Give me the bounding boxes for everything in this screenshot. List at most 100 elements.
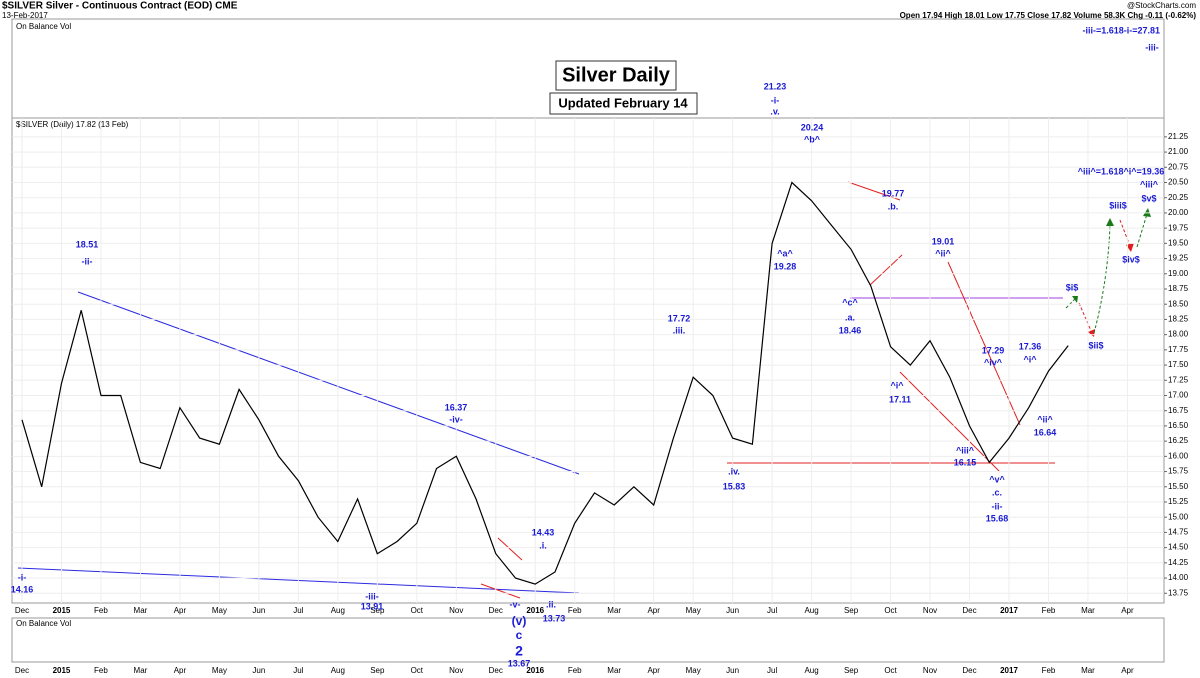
y-tick-label: 15.50 (1168, 482, 1189, 491)
x-tick-label: Dec (15, 606, 29, 615)
y-tick-label: 19.75 (1168, 223, 1189, 232)
chart-title: Silver Daily (562, 64, 671, 86)
trendlines (17, 181, 1151, 599)
x-tick-label: May (212, 606, 227, 615)
wave-label: 15.83 (723, 481, 746, 491)
source: @StockCharts.com (1127, 1, 1196, 10)
x-tick-label: May (212, 666, 227, 675)
y-tick-label: 16.50 (1168, 421, 1189, 430)
y-tick-label: 17.25 (1168, 375, 1189, 384)
y-tick-label: 19.50 (1168, 238, 1189, 247)
y-tick-label: 17.00 (1168, 391, 1189, 400)
symbol: $SILVER Silver - Continuous Contract (EO… (2, 1, 238, 12)
wave-label: ^i^ (890, 380, 904, 390)
wave-label: ^c^ (842, 297, 858, 307)
y-tick-label: 14.75 (1168, 528, 1189, 537)
x-tick-label: Apr (647, 666, 660, 675)
wave-label: 18.51 (76, 239, 99, 249)
x-tick-label: Jun (252, 606, 265, 615)
x-tick-label: Aug (331, 666, 345, 675)
wave-label: .iii. (673, 325, 686, 335)
obv-panel (11, 617, 1165, 663)
y-tick-label: 17.50 (1168, 360, 1189, 369)
x-tick-label: Mar (607, 666, 621, 675)
x-tick-label: Mar (1081, 606, 1095, 615)
date: 13-Feb-2017 (2, 11, 48, 20)
wave-label: $iv$ (1122, 254, 1140, 264)
y-tick-label: 18.00 (1168, 330, 1189, 339)
wave-label: ^ii^ (935, 248, 951, 258)
wave-label: ^a^ (777, 248, 793, 258)
x-tick-label: Feb (568, 606, 582, 615)
x-tick-label: Jun (252, 666, 265, 675)
x-tick-label: Mar (134, 666, 148, 675)
wave-label: $ii$ (1088, 340, 1103, 350)
wave-label: 16.37 (445, 402, 468, 412)
wave-label: -iv- (449, 414, 463, 424)
y-tick-label: 16.00 (1168, 451, 1189, 460)
wave-label: .c. (992, 487, 1002, 497)
x-tick-label: Aug (331, 606, 345, 615)
x-tick-label: Nov (449, 606, 463, 615)
x-tick-label: Aug (804, 606, 818, 615)
y-tick-label: 15.25 (1168, 497, 1189, 506)
y-tick-label: 18.50 (1168, 299, 1189, 308)
x-tick-label: Apr (174, 606, 187, 615)
wave-label: 17.29 (982, 345, 1005, 355)
x-tick-label: Dec (15, 666, 29, 675)
x-tick-label: Apr (174, 666, 187, 675)
x-tick-label: Jul (767, 666, 777, 675)
y-tick-label: 14.25 (1168, 558, 1189, 567)
y-tick-label: 20.25 (1168, 193, 1189, 202)
y-tick-label: 14.50 (1168, 543, 1189, 552)
x-tick-label: Jun (726, 606, 739, 615)
x-tick-label: Dec (489, 606, 503, 615)
x-tick-label: Feb (94, 666, 108, 675)
wave-label: ^iii^ (1140, 179, 1159, 189)
wave-label: 19.28 (774, 261, 797, 271)
wave-label: .b. (888, 201, 899, 211)
wave-label: 14.43 (532, 527, 555, 537)
y-tick-label: 19.25 (1168, 254, 1189, 263)
wave-label: ^iii^=1.618^i^=19.36 (1078, 166, 1165, 176)
x-tick-label: Oct (884, 666, 897, 675)
wave-label: 17.72 (668, 313, 691, 323)
wave-label: -ii- (82, 256, 93, 266)
y-tick-label: 19.00 (1168, 269, 1189, 278)
x-tick-label: Mar (134, 606, 148, 615)
x-tick-label: Apr (647, 606, 660, 615)
y-tick-label: 20.50 (1168, 178, 1189, 187)
price-panel (11, 117, 1165, 604)
wave-label: 14.16 (11, 584, 34, 594)
x-tick-label: Sep (844, 606, 859, 615)
chart-subtitle: Updated February 14 (558, 95, 688, 110)
x-tick-label: 2015 (53, 666, 71, 675)
y-tick-label: 16.25 (1168, 436, 1189, 445)
legend: $SILVER (Daily) 17.82 (13 Feb) (16, 120, 129, 129)
wave-label: c (516, 628, 523, 642)
wave-label: $iii$ (1109, 200, 1127, 210)
x-tick-label: Mar (1081, 666, 1095, 675)
wave-label: -ii- (992, 501, 1003, 511)
indicator-label: On Balance Vol (16, 22, 71, 31)
wave-label: -i- (771, 95, 780, 105)
wave-label: 13.67 (508, 658, 531, 668)
wave-label: ^ii^ (1037, 414, 1053, 424)
wave-label: 2 (515, 643, 523, 659)
x-tick-label: 2017 (1000, 606, 1018, 615)
y-tick-label: 15.75 (1168, 467, 1189, 476)
wave-label: 16.15 (954, 457, 977, 467)
x-tick-label: Nov (449, 666, 463, 675)
x-tick-label: Jul (293, 606, 303, 615)
x-tick-label: Jul (293, 666, 303, 675)
x-tick-label: 2015 (53, 606, 71, 615)
wave-label: 17.11 (889, 394, 911, 404)
x-tick-label: Feb (568, 666, 582, 675)
wave-label: 19.01 (932, 236, 955, 246)
x-tick-label: Feb (1042, 606, 1056, 615)
x-tick-label: Feb (1042, 666, 1056, 675)
x-tick-label: Dec (489, 666, 503, 675)
wave-label: 13.91 (361, 601, 384, 611)
